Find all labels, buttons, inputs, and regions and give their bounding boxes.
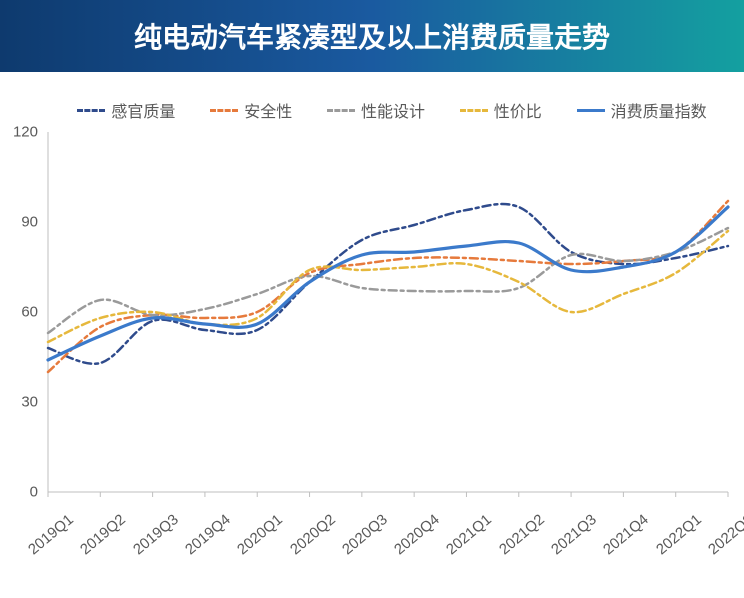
legend-label: 安全性 xyxy=(244,98,292,122)
x-tick-label: 2019Q2 xyxy=(77,511,129,558)
legend-item-value: 性价比 xyxy=(460,98,542,122)
legend-swatch-icon xyxy=(210,109,238,112)
x-tick-label: 2021Q2 xyxy=(496,511,548,558)
legend-item-perform: 性能设计 xyxy=(327,98,425,122)
x-tick-label: 2021Q1 xyxy=(443,511,495,558)
x-tick-label: 2020Q2 xyxy=(287,511,339,558)
legend: 感官质量 安全性 性能设计 性价比 消费质量指数 xyxy=(60,98,724,122)
series-line-value xyxy=(48,231,728,342)
legend-label: 感官质量 xyxy=(111,98,175,122)
x-tick-label: 2022Q1 xyxy=(653,511,705,558)
y-tick-label: 90 xyxy=(21,214,38,231)
chart-title: 纯电动汽车紧凑型及以上消费质量走势 xyxy=(134,16,610,56)
legend-item-safety: 安全性 xyxy=(210,98,292,122)
y-tick-label: 30 xyxy=(21,394,38,411)
series-line-safety xyxy=(48,201,728,372)
legend-item-sensory: 感官质量 xyxy=(77,98,175,122)
series-line-index xyxy=(48,207,728,360)
plot-svg xyxy=(48,132,728,492)
legend-swatch-icon xyxy=(460,109,488,112)
x-tick-label: 2022Q2 xyxy=(705,511,744,558)
x-tick-label: 2020Q1 xyxy=(234,511,286,558)
legend-label: 消费质量指数 xyxy=(611,98,707,122)
x-tick-label: 2021Q3 xyxy=(548,511,600,558)
series-line-sensory xyxy=(48,204,728,364)
x-tick-label: 2020Q4 xyxy=(391,511,443,558)
legend-swatch-icon xyxy=(327,109,355,112)
legend-label: 性价比 xyxy=(494,98,542,122)
legend-label: 性能设计 xyxy=(361,98,425,122)
legend-swatch-icon xyxy=(77,109,105,112)
y-tick-label: 120 xyxy=(13,124,38,141)
x-tick-label: 2019Q3 xyxy=(130,511,182,558)
y-tick-label: 60 xyxy=(21,304,38,321)
y-axis: 0306090120 xyxy=(0,132,44,492)
chart-container: 感官质量安全性性能设计性价比消费质量指数 0306090120 2019Q120… xyxy=(0,72,744,592)
x-axis: 2019Q12019Q22019Q32019Q42020Q12020Q22020… xyxy=(48,497,728,577)
plot-area xyxy=(48,132,728,492)
y-tick-label: 0 xyxy=(30,484,38,501)
x-tick-label: 2020Q3 xyxy=(339,511,391,558)
legend-swatch-icon xyxy=(577,109,605,112)
legend-item-index: 消费质量指数 xyxy=(577,98,707,122)
chart-header: 纯电动汽车紧凑型及以上消费质量走势 xyxy=(0,0,744,72)
x-tick-label: 2019Q4 xyxy=(182,511,234,558)
x-tick-label: 2021Q4 xyxy=(600,511,652,558)
x-tick-label: 2019Q1 xyxy=(25,511,77,558)
